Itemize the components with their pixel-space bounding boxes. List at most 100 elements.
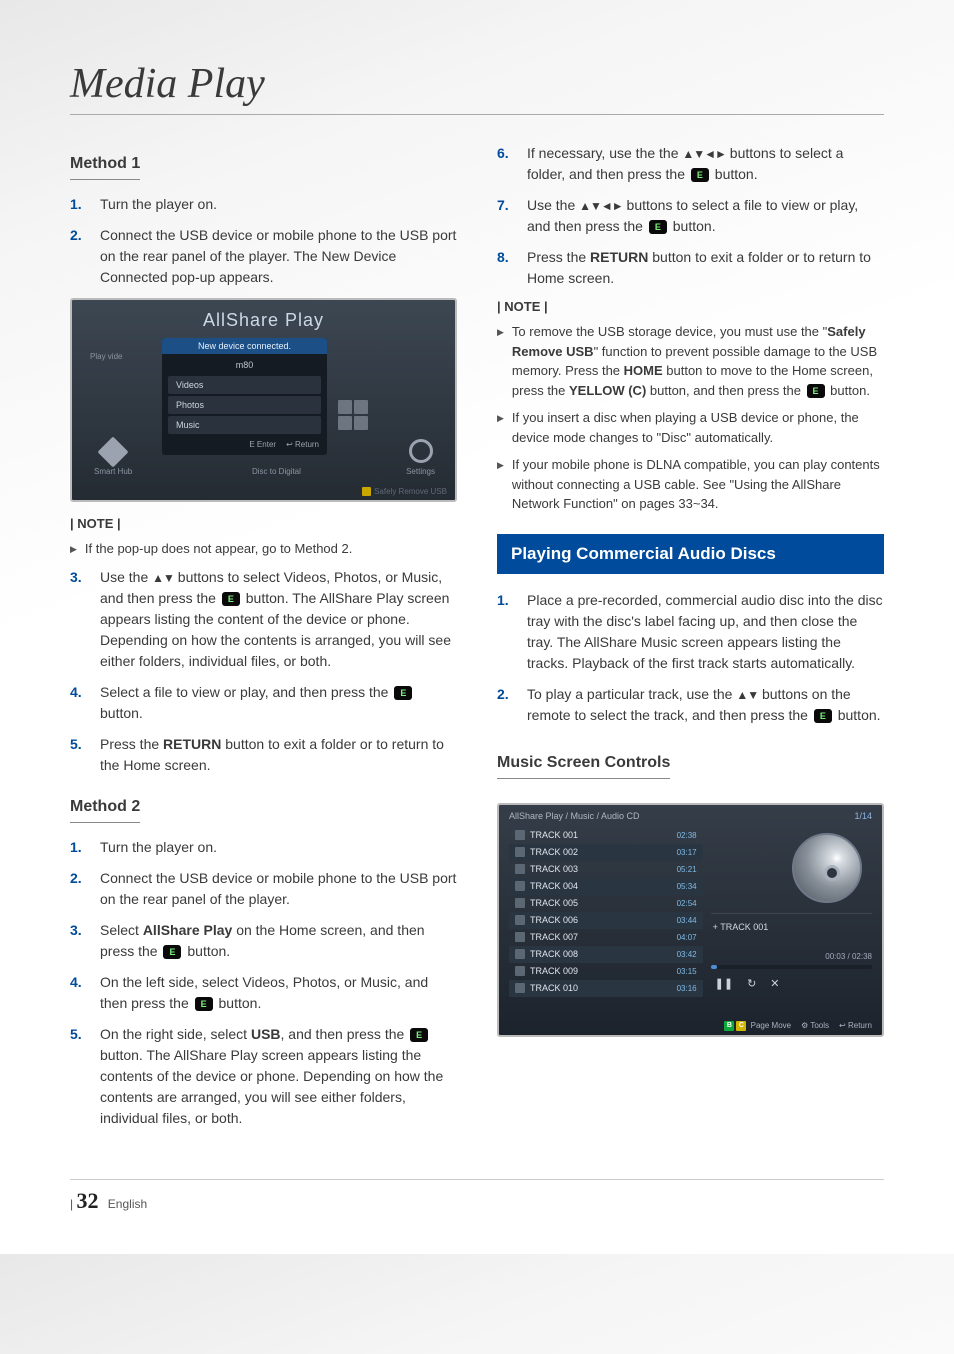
step-body: Turn the player on. (100, 194, 457, 215)
breadcrumb: AllShare Play / Music / Audio CD 1/14 (499, 805, 882, 827)
step-number: 3. (70, 920, 88, 962)
note-label: | NOTE | (70, 516, 457, 531)
method1-list: 1. Turn the player on. 2.Connect the USB … (70, 194, 457, 288)
track-row[interactable]: TRACK 00803:42 (509, 946, 703, 963)
track-row[interactable]: TRACK 00903:15 (509, 963, 703, 980)
step-body: Connect the USB device or mobile phone t… (100, 868, 457, 910)
note-item: If you insert a disc when playing a USB … (497, 408, 884, 447)
popup-return-hint: ↩ Return (286, 440, 319, 449)
step-number: 2. (70, 225, 88, 288)
enter-icon: E (195, 997, 213, 1011)
track-icon (515, 983, 525, 993)
step-number: 4. (70, 972, 88, 1014)
track-row[interactable]: TRACK 00102:38 (509, 827, 703, 844)
track-icon (515, 864, 525, 874)
step-body: On the left side, select Videos, Photos,… (100, 972, 457, 1014)
settings-button[interactable]: Settings (406, 439, 435, 476)
popup-item-music[interactable]: Music (168, 416, 321, 434)
track-icon (515, 915, 525, 925)
method2-heading: Method 2 (70, 798, 140, 823)
allshare-thumb-icon (338, 400, 368, 430)
step-number: 2. (497, 684, 515, 726)
right-column: 6. If necessary, use the the ▲▼◄► buttons… (497, 143, 884, 1139)
music-panel: AllShare Play / Music / Audio CD 1/14 TR… (497, 803, 884, 1037)
step-number: 7. (497, 195, 515, 237)
popup-item-videos[interactable]: Videos (168, 376, 321, 394)
shuffle-button[interactable]: ✕ (770, 977, 779, 990)
page-footer: | 32 English (70, 1179, 884, 1214)
yellow-c-icon: C (736, 1021, 746, 1031)
track-icon (515, 966, 525, 976)
step-number: 8. (497, 247, 515, 289)
track-icon (515, 847, 525, 857)
step-number: 3. (70, 567, 88, 672)
track-row[interactable]: TRACK 00203:17 (509, 844, 703, 861)
allshare-panel: AllShare Play Play vide New device conne… (70, 298, 457, 502)
step-body: Use the ▲▼◄► buttons to select a file to… (527, 195, 884, 237)
enter-icon: E (163, 945, 181, 959)
track-row[interactable]: TRACK 00502:54 (509, 895, 703, 912)
popup-device: m80 (162, 354, 327, 374)
track-icon (515, 830, 525, 840)
note-item: If the pop-up does not appear, go to Met… (70, 539, 457, 559)
progress-bar[interactable] (711, 965, 872, 969)
smarthub-button[interactable]: Smart Hub (94, 441, 132, 476)
step-number: 1. (497, 590, 515, 674)
track-row[interactable]: TRACK 00305:21 (509, 861, 703, 878)
track-row[interactable]: TRACK 00405:34 (509, 878, 703, 895)
method2-list: 1. Turn the player on. 2. Connect the USB … (70, 837, 457, 1129)
gear-icon (409, 439, 433, 463)
enter-icon: E (691, 168, 709, 182)
step-number: 1. (70, 837, 88, 858)
green-b-icon: B (724, 1021, 734, 1031)
page-number: 32 (76, 1188, 98, 1213)
pause-button[interactable]: ❚❚ (715, 977, 733, 990)
left-column: Method 1 1.Turn the player on. 2.Connect… (70, 143, 457, 1139)
track-row[interactable]: TRACK 00603:44 (509, 912, 703, 929)
step-body: Press the RETURN button to exit a folder… (100, 734, 457, 776)
disc-to-digital-label: Disc to Digital (252, 467, 301, 476)
popup-header: New device connected. (162, 338, 327, 354)
track-icon (515, 932, 525, 942)
note-item: If your mobile phone is DLNA compatible,… (497, 455, 884, 514)
now-playing-track: + TRACK 001 (711, 913, 872, 936)
track-row[interactable]: TRACK 00704:07 (509, 929, 703, 946)
playback-time: 00:03 / 02:38 (825, 952, 872, 961)
track-icon (515, 881, 525, 891)
popup-item-photos[interactable]: Photos (168, 396, 321, 414)
step-number: 1. (70, 194, 88, 215)
page-move-hint: Page Move (751, 1021, 791, 1030)
track-count: 1/14 (854, 811, 872, 821)
safely-remove-usb[interactable]: Safely Remove USB (362, 487, 447, 496)
step-body: Turn the player on. (100, 837, 457, 858)
smarthub-icon (98, 436, 129, 467)
step-number: 4. (70, 682, 88, 724)
step-number: 6. (497, 143, 515, 185)
track-icon (515, 898, 525, 908)
step-body: Select a file to view or play, and then … (100, 682, 457, 724)
method1-heading: Method 1 (70, 155, 140, 180)
allshare-title: AllShare Play (72, 300, 455, 331)
track-list: TRACK 00102:38 TRACK 00203:17 TRACK 0030… (509, 827, 703, 997)
enter-icon: E (410, 1028, 428, 1042)
music-controls-title: Music Screen Controls (497, 754, 670, 779)
step-body: To play a particular track, use the ▲▼ b… (527, 684, 884, 726)
step-number: 5. (70, 1024, 88, 1129)
step-body: On the right side, select USB, and then … (100, 1024, 457, 1129)
enter-icon: E (807, 384, 825, 398)
step-body: Connect the USB device or mobile phone t… (100, 225, 457, 288)
track-row[interactable]: TRACK 01003:16 (509, 980, 703, 997)
return-hint: ↩ Return (839, 1021, 872, 1030)
page-lang: English (108, 1197, 147, 1211)
allshare-side-label: Play vide (90, 352, 122, 361)
yellow-c-icon (362, 487, 371, 496)
step-number: 2. (70, 868, 88, 910)
enter-icon: E (394, 686, 412, 700)
track-icon (515, 949, 525, 959)
section-header: Playing Commercial Audio Discs (497, 534, 884, 574)
disc-icon (792, 833, 862, 903)
page-title: Media Play (70, 60, 884, 115)
enter-icon: E (814, 709, 832, 723)
step-body: If necessary, use the the ▲▼◄► buttons t… (527, 143, 884, 185)
repeat-button[interactable]: ↻ (747, 977, 756, 990)
